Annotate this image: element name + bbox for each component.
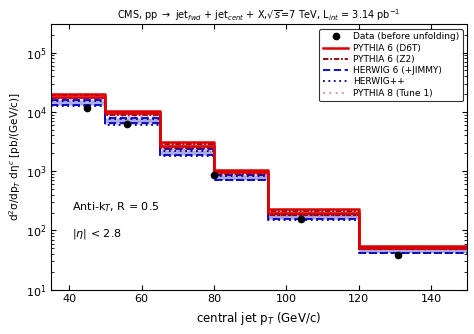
PYTHIA 6 (D6T) bbox=[48, 92, 54, 96]
Line: PYTHIA 6 (Z2): PYTHIA 6 (Z2) bbox=[51, 95, 467, 247]
PYTHIA 6 (D6T) bbox=[356, 244, 361, 248]
Line: Data (before unfolding): Data (before unfolding) bbox=[84, 105, 401, 259]
Data (before unfolding) bbox=[124, 122, 130, 126]
Line: PYTHIA 6 (D6T): PYTHIA 6 (D6T) bbox=[51, 94, 467, 246]
HERWIG 6 (+JIMMY) bbox=[211, 173, 217, 177]
HERWIG++ bbox=[356, 213, 361, 217]
PYTHIA 6 (D6T) bbox=[157, 109, 163, 113]
PYTHIA 6 (D6T) bbox=[211, 168, 217, 172]
PYTHIA 6 (D6T) bbox=[265, 207, 271, 211]
HERWIG 6 (+JIMMY) bbox=[157, 116, 163, 120]
PYTHIA 6 (Z2) bbox=[356, 245, 361, 249]
HERWIG 6 (+JIMMY) bbox=[211, 147, 217, 151]
Text: |$\eta$| < 2.8: |$\eta$| < 2.8 bbox=[72, 227, 122, 241]
PYTHIA 6 (Z2) bbox=[102, 93, 108, 97]
HERWIG++ bbox=[48, 100, 54, 104]
PYTHIA 8 (Tune 1) bbox=[265, 210, 271, 214]
HERWIG++ bbox=[356, 247, 361, 251]
PYTHIA 6 (Z2) bbox=[157, 142, 163, 146]
PYTHIA 6 (D6T) bbox=[211, 140, 217, 144]
Title: CMS, pp $\rightarrow$ jet$_{fwd}$ + jet$_{cent}$ + X,$\sqrt{s}$=7 TeV, L$_{int}$: CMS, pp $\rightarrow$ jet$_{fwd}$ + jet$… bbox=[118, 7, 401, 23]
PYTHIA 8 (Tune 1) bbox=[211, 143, 217, 147]
PYTHIA 6 (Z2) bbox=[157, 110, 163, 114]
PYTHIA 6 (Z2) bbox=[356, 209, 361, 213]
HERWIG++ bbox=[157, 117, 163, 121]
PYTHIA 6 (D6T) bbox=[157, 140, 163, 144]
PYTHIA 6 (D6T) bbox=[464, 244, 470, 248]
PYTHIA 8 (Tune 1) bbox=[48, 94, 54, 98]
PYTHIA 6 (Z2) bbox=[48, 93, 54, 97]
PYTHIA 6 (Z2) bbox=[102, 110, 108, 114]
PYTHIA 8 (Tune 1) bbox=[356, 245, 361, 249]
HERWIG 6 (+JIMMY) bbox=[464, 246, 470, 250]
Data (before unfolding) bbox=[298, 217, 303, 221]
PYTHIA 6 (Z2) bbox=[211, 169, 217, 173]
HERWIG++ bbox=[265, 213, 271, 217]
Line: HERWIG 6 (+JIMMY): HERWIG 6 (+JIMMY) bbox=[51, 100, 467, 248]
PYTHIA 6 (Z2) bbox=[464, 245, 470, 249]
PYTHIA 8 (Tune 1) bbox=[102, 94, 108, 98]
PYTHIA 6 (Z2) bbox=[265, 169, 271, 173]
PYTHIA 6 (D6T) bbox=[356, 207, 361, 211]
PYTHIA 6 (Z2) bbox=[265, 209, 271, 213]
Data (before unfolding) bbox=[84, 106, 90, 110]
HERWIG 6 (+JIMMY) bbox=[356, 246, 361, 250]
HERWIG 6 (+JIMMY) bbox=[265, 173, 271, 177]
HERWIG++ bbox=[157, 149, 163, 153]
PYTHIA 8 (Tune 1) bbox=[356, 210, 361, 214]
HERWIG 6 (+JIMMY) bbox=[48, 98, 54, 102]
HERWIG++ bbox=[464, 247, 470, 251]
HERWIG 6 (+JIMMY) bbox=[265, 212, 271, 216]
PYTHIA 8 (Tune 1) bbox=[211, 170, 217, 174]
HERWIG++ bbox=[102, 100, 108, 104]
Data (before unfolding) bbox=[211, 173, 217, 177]
X-axis label: central jet p$_{T}$ (GeV/c): central jet p$_{T}$ (GeV/c) bbox=[197, 310, 322, 327]
HERWIG 6 (+JIMMY) bbox=[157, 147, 163, 151]
HERWIG 6 (+JIMMY) bbox=[102, 98, 108, 102]
Text: Anti-k$_{T}$, R = 0.5: Anti-k$_{T}$, R = 0.5 bbox=[72, 200, 160, 214]
PYTHIA 8 (Tune 1) bbox=[464, 245, 470, 249]
PYTHIA 6 (D6T) bbox=[102, 92, 108, 96]
Line: PYTHIA 8 (Tune 1): PYTHIA 8 (Tune 1) bbox=[51, 96, 467, 247]
HERWIG++ bbox=[265, 174, 271, 178]
HERWIG 6 (+JIMMY) bbox=[102, 116, 108, 120]
PYTHIA 8 (Tune 1) bbox=[157, 111, 163, 115]
Y-axis label: d$^{2}$σ/dp$_{T}$ dη$^{c}$ [pb/(GeV/c)]: d$^{2}$σ/dp$_{T}$ dη$^{c}$ [pb/(GeV/c)] bbox=[7, 93, 23, 221]
PYTHIA 6 (Z2) bbox=[211, 142, 217, 146]
Data (before unfolding) bbox=[395, 253, 401, 257]
HERWIG++ bbox=[211, 149, 217, 153]
PYTHIA 8 (Tune 1) bbox=[265, 170, 271, 174]
PYTHIA 8 (Tune 1) bbox=[157, 143, 163, 147]
HERWIG++ bbox=[211, 174, 217, 178]
Line: HERWIG++: HERWIG++ bbox=[51, 102, 467, 249]
PYTHIA 6 (D6T) bbox=[265, 168, 271, 172]
PYTHIA 8 (Tune 1) bbox=[102, 111, 108, 115]
HERWIG 6 (+JIMMY) bbox=[356, 212, 361, 216]
HERWIG++ bbox=[102, 117, 108, 121]
PYTHIA 6 (D6T) bbox=[102, 109, 108, 113]
Legend: Data (before unfolding), PYTHIA 6 (D6T), PYTHIA 6 (Z2), HERWIG 6 (+JIMMY), HERWI: Data (before unfolding), PYTHIA 6 (D6T),… bbox=[319, 29, 463, 101]
